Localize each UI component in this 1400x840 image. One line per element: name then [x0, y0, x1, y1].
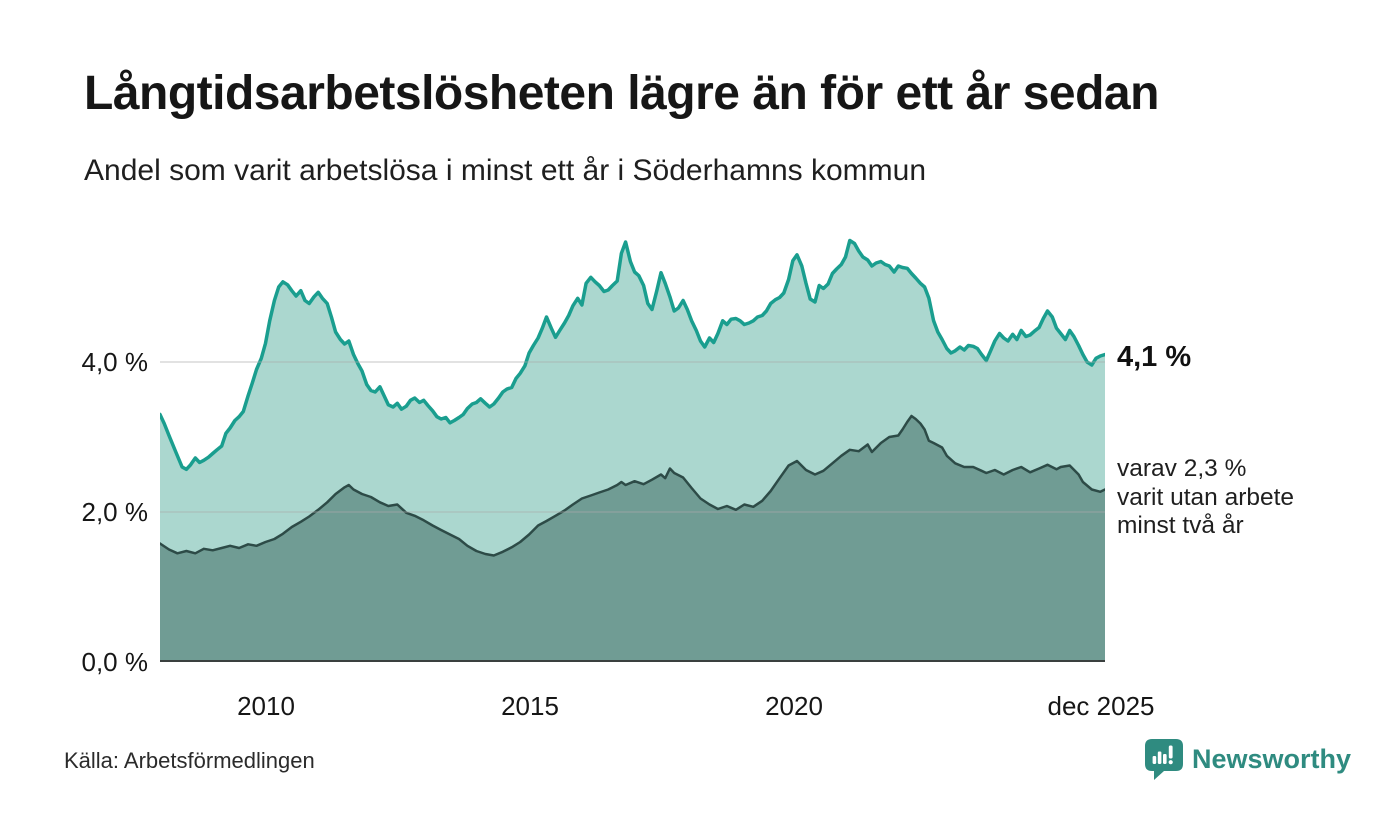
bar-chart-bar-3	[1163, 754, 1167, 764]
x-axis-tick-2015: 2015	[501, 691, 559, 721]
bar-chart-bar-2	[1157, 751, 1162, 764]
y-axis-tick-4: 4,0 %	[81, 347, 149, 377]
newsworthy-logo: Newsworthy	[1144, 738, 1351, 780]
newsworthy-logo-icon	[1145, 739, 1183, 780]
secondary-series-label-line2: varit utan arbete	[1117, 483, 1295, 511]
y-axis-tick-2: 2,0 %	[81, 497, 149, 527]
series-area-1	[160, 416, 1105, 662]
secondary-series-label-line1: varav 2,3 %	[1117, 455, 1247, 482]
x-axis-tick-2010: 2010	[237, 691, 295, 721]
chart-canvas	[160, 238, 1105, 662]
x-axis-tick-dec-2025: dec 2025	[1047, 691, 1155, 721]
newsworthy-logo-text: Newsworthy	[1192, 743, 1352, 774]
latest-value-label: 4,1 %	[1117, 341, 1192, 373]
x-axis-tick-2020: 2020	[765, 691, 823, 721]
series-line-0	[160, 238, 1105, 472]
source-credit: Källa: Arbetsförmedlingen	[64, 748, 315, 773]
page-title: Långtidsarbetslösheten lägre än för ett …	[84, 67, 1159, 120]
exclamation-bar	[1168, 745, 1173, 759]
page-subtitle: Andel som varit arbetslösa i minst ett å…	[84, 154, 927, 187]
series-line-1	[160, 414, 1105, 557]
bar-chart-bar-1	[1152, 756, 1157, 764]
exclamation-dot	[1168, 760, 1173, 765]
secondary-series-label: varav 2,3 % varit utan arbete minst två …	[1117, 455, 1294, 541]
y-axis-tick-0: 0,0 %	[81, 647, 149, 677]
area-chart	[160, 230, 1105, 662]
secondary-series-label-line3: minst två år	[1117, 512, 1244, 539]
